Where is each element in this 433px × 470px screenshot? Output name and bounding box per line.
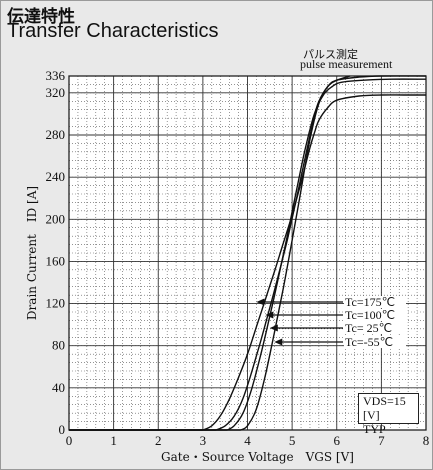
conditions-box: VDS=15 [V] TYP xyxy=(358,393,419,436)
x-tick-label: 8 xyxy=(423,433,430,448)
y-tick-label: 336 xyxy=(46,68,66,83)
plot-border xyxy=(68,75,427,431)
x-axis-label: Gate・Source Voltage VGS [V] xyxy=(161,450,354,464)
measurement-note-english: pulse measurement xyxy=(300,57,393,71)
y-axis-label: Drain Current ID [A] xyxy=(25,186,39,320)
y-tick-label: 40 xyxy=(52,380,65,395)
y-tick-label: 200 xyxy=(46,211,66,226)
vds-condition: VDS=15 [V] xyxy=(363,394,406,422)
annotation-label-2: Tc= 25℃ xyxy=(345,321,392,335)
y-tick-label: 80 xyxy=(52,338,65,353)
x-tick-label: 2 xyxy=(155,433,162,448)
y-tick-label: 120 xyxy=(46,296,66,311)
x-tick-label: 3 xyxy=(200,433,207,448)
annotation-arrow-head xyxy=(256,298,265,306)
annotation-bg xyxy=(344,336,406,348)
annotation-label-0: Tc=175℃ xyxy=(345,295,395,309)
annotation-arrow-head xyxy=(269,324,278,332)
annotation-bg xyxy=(344,296,406,308)
y-tick-label: 0 xyxy=(59,422,66,437)
annotation-label-1: Tc=100℃ xyxy=(345,308,395,322)
typ-label: TYP xyxy=(363,422,386,436)
x-tick-label: 6 xyxy=(334,433,341,448)
annotation-arrow-head xyxy=(265,311,274,319)
curve-tc-minus55 xyxy=(240,75,427,431)
x-tick-label: 4 xyxy=(244,433,251,448)
x-tick-label: 1 xyxy=(110,433,117,448)
chart-title-japanese: 伝達特性 xyxy=(7,7,75,27)
curve-tc-25 xyxy=(227,78,427,431)
x-tick-label: 7 xyxy=(378,433,385,448)
annotation-bg xyxy=(344,309,406,321)
chart-title-english: Transfer Characteristics xyxy=(7,20,219,42)
y-tick-label: 320 xyxy=(46,85,66,100)
y-tick-label: 240 xyxy=(46,169,66,184)
y-tick-label: 160 xyxy=(46,253,66,268)
x-tick-label: 5 xyxy=(289,433,296,448)
measurement-note-japanese: パルス測定 xyxy=(303,48,358,61)
y-tick-label: 280 xyxy=(46,127,66,142)
x-tick-label: 0 xyxy=(66,433,73,448)
annotation-arrow-head xyxy=(274,338,283,346)
annotation-bg xyxy=(344,322,406,334)
annotation-label-3: Tc=-55℃ xyxy=(345,335,393,349)
